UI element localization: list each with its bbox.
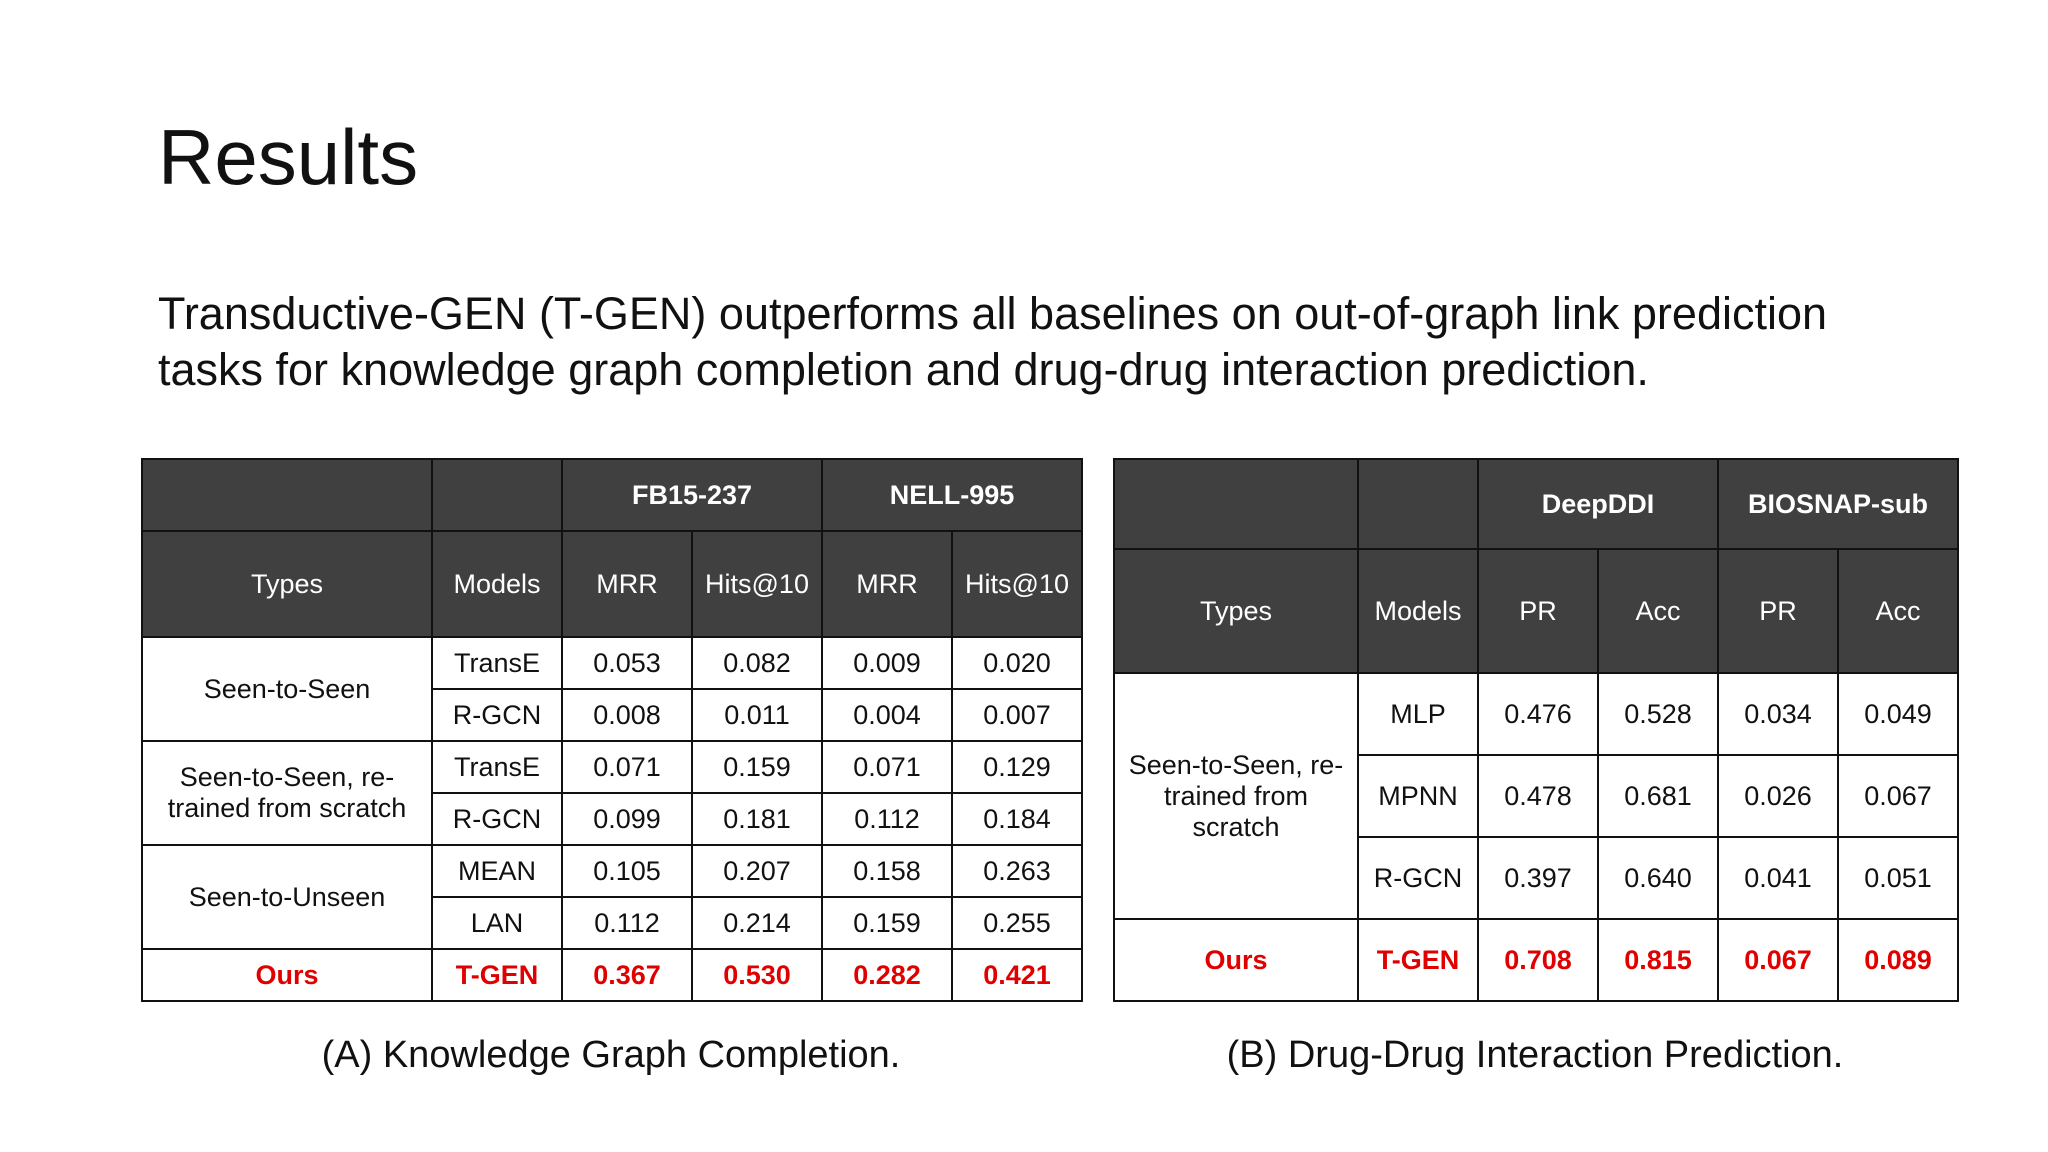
column-header: Types xyxy=(141,530,433,638)
type-cell: Ours xyxy=(141,948,433,1002)
model-cell: R-GCN xyxy=(1357,836,1479,920)
dataset-header: BIOSNAP-sub xyxy=(1717,458,1959,550)
value-cell: 0.099 xyxy=(561,792,693,846)
type-cell: Seen-to-Unseen xyxy=(141,844,433,950)
header-blank xyxy=(431,458,563,532)
table-row: Seen-to-Unseen MEAN 0.105 0.207 0.158 0.… xyxy=(141,844,1083,950)
value-cell: 0.112 xyxy=(561,896,693,950)
model-cell: TransE xyxy=(431,740,563,794)
value-cell: 0.815 xyxy=(1597,918,1719,1002)
table-row: R-GCN 0.397 0.640 0.041 0.051 xyxy=(1114,836,1959,920)
value-cell: 0.011 xyxy=(691,688,823,742)
value-cell: 0.034 xyxy=(1717,672,1839,756)
value-cell: 0.129 xyxy=(951,740,1083,794)
column-header: Models xyxy=(1357,548,1479,674)
value-cell: 0.158 xyxy=(821,844,953,898)
model-cell: LAN xyxy=(431,896,563,950)
column-header: Acc xyxy=(1837,548,1959,674)
header-blank xyxy=(1113,458,1359,550)
table-b-caption: (B) Drug-Drug Interaction Prediction. xyxy=(1226,1034,1844,1076)
ours-row: Ours T-GEN 0.708 0.815 0.067 0.089 xyxy=(1113,918,1959,1002)
value-cell: 0.067 xyxy=(1717,918,1839,1002)
dataset-header: FB15-237 xyxy=(561,458,823,532)
header-blank xyxy=(141,458,433,532)
value-cell: 0.397 xyxy=(1477,836,1599,920)
model-cell: MEAN xyxy=(431,844,563,898)
value-cell: 0.112 xyxy=(821,792,953,846)
table-row: MPNN 0.478 0.681 0.026 0.067 xyxy=(1114,754,1959,838)
ours-row: Ours T-GEN 0.367 0.530 0.282 0.421 xyxy=(141,948,1083,1002)
model-cell: MPNN xyxy=(1357,754,1479,838)
value-cell: 0.067 xyxy=(1837,754,1959,838)
value-cell: 0.207 xyxy=(691,844,823,898)
value-cell: 0.476 xyxy=(1477,672,1599,756)
type-cell: Seen-to-Seen, re-trained from scratch xyxy=(1113,672,1359,920)
value-cell: 0.049 xyxy=(1837,672,1959,756)
value-cell: 0.282 xyxy=(821,948,953,1002)
model-cell: MLP xyxy=(1357,672,1479,756)
column-header: MRR xyxy=(561,530,693,638)
value-cell: 0.159 xyxy=(691,740,823,794)
value-cell: 0.020 xyxy=(951,636,1083,690)
value-cell: 0.421 xyxy=(951,948,1083,1002)
header-blank xyxy=(1357,458,1479,550)
table-a-caption: (A) Knowledge Graph Completion. xyxy=(321,1034,901,1076)
value-cell: 0.007 xyxy=(951,688,1083,742)
value-cell: 0.105 xyxy=(561,844,693,898)
value-cell: 0.051 xyxy=(1837,836,1959,920)
value-cell: 0.184 xyxy=(951,792,1083,846)
value-cell: 0.255 xyxy=(951,896,1083,950)
value-cell: 0.181 xyxy=(691,792,823,846)
column-header: PR xyxy=(1717,548,1839,674)
slide-subtitle: Transductive-GEN (T-GEN) outperforms all… xyxy=(158,288,1828,395)
kg-completion-table: FB15-237 NELL-995 Types Models MRR Hits@… xyxy=(141,458,1083,1002)
dataset-header: NELL-995 xyxy=(821,458,1083,532)
type-cell: Seen-to-Seen, re-trained from scratch xyxy=(141,740,433,846)
model-cell: R-GCN xyxy=(431,792,563,846)
value-cell: 0.367 xyxy=(561,948,693,1002)
column-header: MRR xyxy=(821,530,953,638)
table-row: LAN 0.112 0.214 0.159 0.255 xyxy=(142,896,1083,950)
column-header: Acc xyxy=(1597,548,1719,674)
value-cell: 0.071 xyxy=(821,740,953,794)
value-cell: 0.008 xyxy=(561,688,693,742)
model-cell: TransE xyxy=(431,636,563,690)
column-header: Hits@10 xyxy=(691,530,823,638)
value-cell: 0.530 xyxy=(691,948,823,1002)
table-row: R-GCN 0.008 0.011 0.004 0.007 xyxy=(142,688,1083,742)
value-cell: 0.263 xyxy=(951,844,1083,898)
value-cell: 0.708 xyxy=(1477,918,1599,1002)
value-cell: 0.082 xyxy=(691,636,823,690)
value-cell: 0.071 xyxy=(561,740,693,794)
value-cell: 0.004 xyxy=(821,688,953,742)
model-cell: T-GEN xyxy=(1357,918,1479,1002)
value-cell: 0.041 xyxy=(1717,836,1839,920)
value-cell: 0.478 xyxy=(1477,754,1599,838)
model-cell: T-GEN xyxy=(431,948,563,1002)
value-cell: 0.214 xyxy=(691,896,823,950)
value-cell: 0.026 xyxy=(1717,754,1839,838)
value-cell: 0.089 xyxy=(1837,918,1959,1002)
column-header: Types xyxy=(1113,548,1359,674)
slide-title: Results xyxy=(158,113,419,201)
model-cell: R-GCN xyxy=(431,688,563,742)
table-row: R-GCN 0.099 0.181 0.112 0.184 xyxy=(142,792,1083,846)
value-cell: 0.053 xyxy=(561,636,693,690)
table-row: Seen-to-Seen, re-trained from scratch Tr… xyxy=(141,740,1083,846)
table-row: Seen-to-Seen, re-trained from scratch ML… xyxy=(1113,672,1959,920)
value-cell: 0.528 xyxy=(1597,672,1719,756)
value-cell: 0.009 xyxy=(821,636,953,690)
type-cell: Seen-to-Seen xyxy=(141,636,433,742)
column-header: PR xyxy=(1477,548,1599,674)
value-cell: 0.159 xyxy=(821,896,953,950)
column-header: Models xyxy=(431,530,563,638)
type-cell: Ours xyxy=(1113,918,1359,1002)
column-header: Hits@10 xyxy=(951,530,1083,638)
value-cell: 0.640 xyxy=(1597,836,1719,920)
ddi-prediction-table: DeepDDI BIOSNAP-sub Types Models PR Acc … xyxy=(1113,458,1959,1002)
value-cell: 0.681 xyxy=(1597,754,1719,838)
dataset-header: DeepDDI xyxy=(1477,458,1719,550)
table-row: Seen-to-Seen TransE 0.053 0.082 0.009 0.… xyxy=(141,636,1083,742)
